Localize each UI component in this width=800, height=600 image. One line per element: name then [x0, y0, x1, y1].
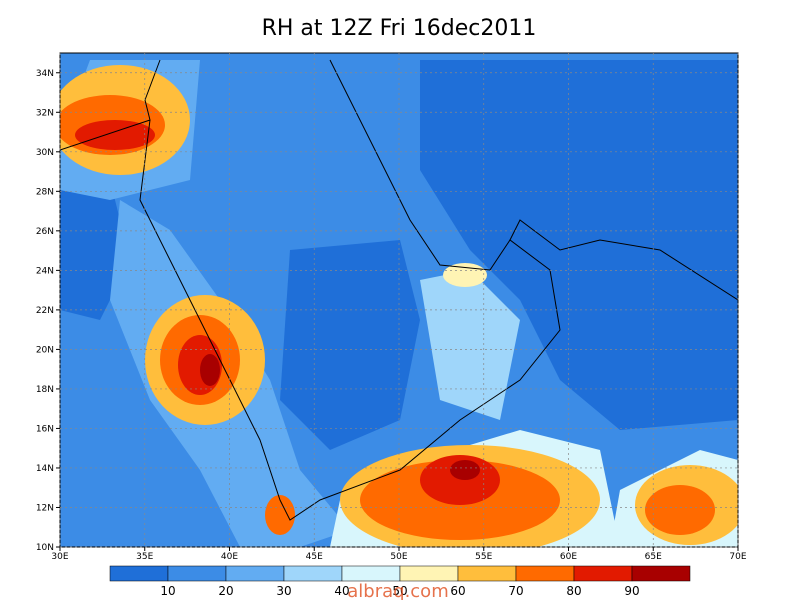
colorbar-swatch: [167, 565, 227, 582]
field: [60, 53, 738, 547]
y-tick-label: 12N: [36, 503, 54, 513]
x-tick-label: 55E: [475, 552, 492, 562]
y-tick-label: 10N: [36, 543, 54, 553]
y-tick-label: 30N: [36, 148, 54, 158]
colorbar-swatch: [341, 565, 401, 582]
colorbar-label: 10: [160, 584, 175, 598]
colorbar-label: 40: [334, 584, 349, 598]
colorbar-swatch: [225, 565, 285, 582]
field-area: [265, 495, 295, 535]
field-area: [200, 354, 220, 386]
field-area: [280, 240, 420, 450]
colorbar-label: 50: [392, 584, 407, 598]
colorbar-swatch: [457, 565, 517, 582]
colorbar-swatch: [573, 565, 633, 582]
x-tick-label: 40E: [221, 552, 238, 562]
colorbar-swatch: [109, 565, 169, 582]
x-tick-label: 50E: [390, 552, 407, 562]
x-tick-label: 70E: [729, 552, 746, 562]
colorbar-label: 30: [276, 584, 291, 598]
y-tick-label: 22N: [36, 306, 54, 316]
x-tick-label: 45E: [306, 552, 323, 562]
colorbar-label: 70: [508, 584, 523, 598]
y-tick-label: 24N: [36, 266, 54, 276]
y-tick-label: 28N: [36, 187, 54, 197]
colorbar-label: 90: [624, 584, 639, 598]
watermark: albraq.com: [347, 581, 448, 600]
field-area: [420, 270, 520, 420]
y-tick-label: 34N: [36, 69, 54, 79]
colorbar-label: 60: [450, 584, 465, 598]
field-area: [75, 120, 155, 150]
y-tick-label: 20N: [36, 345, 54, 355]
field-area: [645, 485, 715, 535]
colorbar-label: 20: [218, 584, 233, 598]
colorbar-swatch: [399, 565, 459, 582]
field-area: [443, 263, 487, 287]
y-tick-label: 14N: [36, 464, 54, 474]
coastline: [60, 59, 561, 521]
colorbar-swatch: [631, 565, 691, 582]
colorbar-swatch: [283, 565, 343, 582]
x-tick-label: 30E: [51, 552, 68, 562]
coastline: [509, 219, 738, 301]
x-tick-label: 60E: [560, 552, 577, 562]
map-title: RH at 12Z Fri 16dec2011: [262, 16, 537, 41]
x-tick-label: 65E: [645, 552, 662, 562]
y-tick-label: 26N: [36, 227, 54, 237]
y-tick-label: 32N: [36, 108, 54, 118]
field-area: [420, 455, 500, 505]
field-area: [450, 460, 480, 480]
colorbar-label: 80: [566, 584, 581, 598]
colorbar-swatch: [515, 565, 575, 582]
y-tick-label: 18N: [36, 385, 54, 395]
x-tick-label: 35E: [136, 552, 153, 562]
y-tick-label: 16N: [36, 424, 54, 434]
